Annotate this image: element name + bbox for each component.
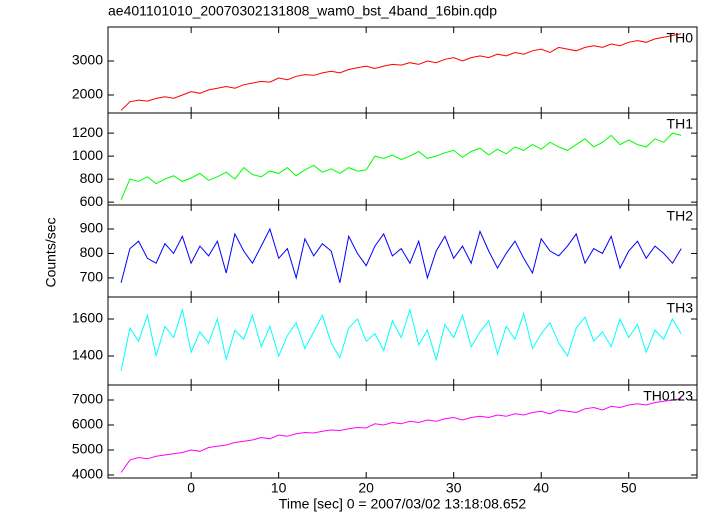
y-tick-label: 1400 [72,347,103,363]
plot-frame [107,384,698,479]
series-label: TH0 [667,30,694,46]
data-line [120,398,682,473]
y-tick-label: 4000 [72,466,103,482]
y-tick-label: 900 [80,220,104,236]
y-axis-title: Counts/sec [43,217,59,287]
y-tick-label: 800 [80,170,104,186]
x-tick-label: 10 [271,480,287,496]
y-tick-label: 600 [80,193,104,209]
y-tick-label: 5000 [72,441,103,457]
y-tick-label: 6000 [72,416,103,432]
data-line [120,307,682,371]
x-tick-label: 20 [358,480,374,496]
series-label: TH0123 [643,388,693,404]
chart-title: ae401101010_20070302131808_wam0_bst_4ban… [108,3,497,19]
data-line [120,132,682,200]
x-axis-title: Time [sec] 0 = 2007/03/02 13:18:08.652 [279,496,527,512]
series-label: TH1 [667,116,694,132]
series-label: TH3 [667,300,694,316]
series-label: TH2 [667,208,694,224]
y-tick-label: 7000 [72,391,103,407]
x-tick-label: 50 [621,480,637,496]
y-tick-label: 700 [80,269,104,285]
data-line [120,227,682,283]
x-tick-label: 0 [187,480,195,496]
y-tick-label: 3000 [72,52,103,68]
y-tick-label: 1000 [72,147,103,163]
y-tick-label: 2000 [72,86,103,102]
y-tick-label: 1600 [72,310,103,326]
x-tick-label: 30 [446,480,462,496]
y-tick-label: 800 [80,244,104,260]
x-tick-label: 40 [533,480,549,496]
y-tick-label: 1200 [72,124,103,140]
data-line [120,33,682,111]
